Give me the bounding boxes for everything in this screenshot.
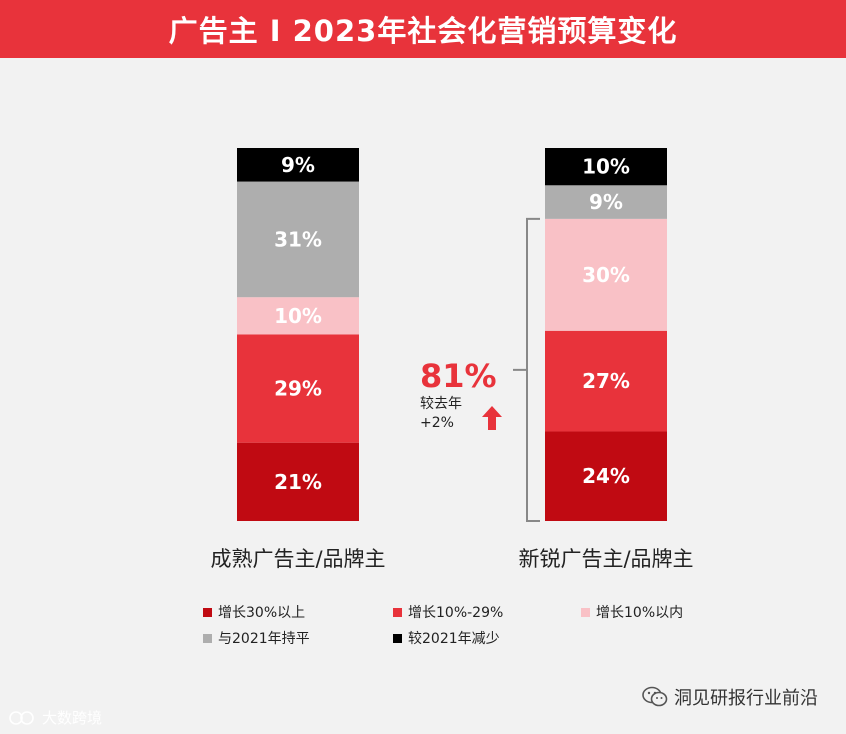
legend-item: 较2021年减少 bbox=[393, 628, 500, 648]
category-labels: 成熟广告主/品牌主 新锐广告主/品牌主 bbox=[210, 547, 693, 571]
callout-line2: +2% bbox=[420, 415, 454, 431]
legend-item: 与2021年持平 bbox=[203, 628, 310, 648]
legend-swatch bbox=[393, 607, 402, 617]
category-label: 新锐广告主/品牌主 bbox=[518, 547, 693, 571]
bars-group: 21% 29% 10% 31% 9% 24% 27% 30% 9% 10% bbox=[237, 148, 667, 521]
callout: 81% 较去年 +2% bbox=[420, 358, 510, 432]
data-label: 27% bbox=[582, 369, 630, 393]
data-label: 31% bbox=[274, 227, 322, 251]
bar-segment bbox=[237, 334, 359, 443]
callout-line1: 较去年 bbox=[420, 396, 462, 412]
category-label: 成熟广告主/品牌主 bbox=[210, 547, 385, 571]
data-label: 30% bbox=[582, 263, 630, 287]
bar-segment bbox=[237, 297, 359, 335]
data-label: 9% bbox=[589, 190, 623, 214]
footer-watermark: 洞见研报行业前沿 bbox=[642, 684, 818, 710]
bar-segment bbox=[545, 431, 667, 521]
data-label: 9% bbox=[281, 153, 315, 177]
callout-value: 81% bbox=[420, 357, 497, 395]
bar-segment bbox=[545, 148, 667, 186]
bar-segment bbox=[545, 185, 667, 219]
data-label: 24% bbox=[582, 464, 630, 488]
bar-segment bbox=[545, 330, 667, 432]
bar-segment bbox=[237, 181, 359, 298]
data-label: 21% bbox=[274, 470, 322, 494]
legend-label: 增长10%-29% bbox=[408, 605, 504, 621]
legend-swatch bbox=[203, 633, 212, 643]
growth-bracket bbox=[513, 217, 540, 522]
bar-segment bbox=[545, 218, 667, 331]
legend-item: 增长10%以内 bbox=[581, 602, 683, 622]
legend-swatch bbox=[393, 633, 402, 643]
bar-segment bbox=[237, 442, 359, 521]
legend-item: 增长30%以上 bbox=[203, 602, 305, 622]
header-bar: 广告主 I 2023年社会化营销预算变化 bbox=[0, 0, 846, 58]
legend-label: 与2021年持平 bbox=[218, 631, 310, 647]
footer-brand: 大数跨境 bbox=[8, 707, 102, 728]
footer-left-text: 大数跨境 bbox=[42, 709, 103, 727]
footer-right-text: 洞见研报行业前沿 bbox=[674, 688, 818, 709]
bracket-group bbox=[513, 217, 540, 522]
brand-logo-icon bbox=[9, 710, 34, 725]
legend-label: 增长30%以上 bbox=[218, 605, 306, 621]
data-label: 10% bbox=[274, 304, 322, 328]
bar-segment bbox=[237, 148, 359, 182]
legend-item: 增长10%-29% bbox=[393, 602, 503, 622]
wechat-icon bbox=[642, 686, 668, 707]
legend-label: 较2021年减少 bbox=[408, 631, 500, 647]
up-arrow-icon bbox=[482, 406, 502, 430]
data-label: 10% bbox=[582, 155, 630, 179]
legend-label: 增长10%以内 bbox=[596, 605, 684, 621]
data-label: 29% bbox=[274, 377, 322, 401]
page-title: 广告主 I 2023年社会化营销预算变化 bbox=[168, 14, 678, 48]
legend-swatch bbox=[581, 607, 590, 617]
legend-swatch bbox=[203, 607, 212, 617]
